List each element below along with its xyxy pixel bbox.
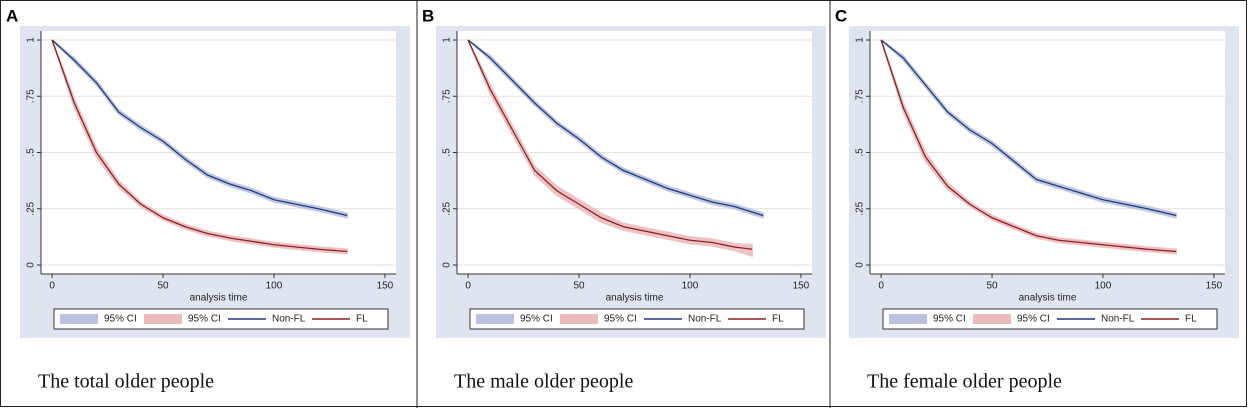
legend-swatch: [60, 314, 98, 324]
x-tick-label: 150: [377, 281, 394, 292]
y-tick-label: 1: [26, 37, 37, 43]
legend-label: FL: [356, 314, 368, 325]
x-axis-title: analysis time: [1019, 293, 1077, 304]
panel: C 0 .25 .5 .75 1 0 50 100 150 analysis time 95% CI 9…: [835, 6, 1239, 393]
survival-line: [51, 39, 348, 253]
x-tick-label: 0: [465, 281, 471, 292]
y-tick-label: 0: [855, 262, 866, 268]
x-tick-label: 100: [266, 281, 283, 292]
ci-band: [51, 39, 348, 255]
survival-line: [880, 39, 1177, 217]
panel-label: A: [6, 6, 18, 25]
y-tick-label: .75: [442, 89, 453, 103]
panel-label: C: [835, 6, 847, 25]
legend-label: FL: [772, 314, 784, 325]
survival-line: [467, 39, 753, 250]
y-tick-label: .25: [855, 201, 866, 215]
x-tick-label: 0: [878, 281, 884, 292]
x-axis-title: analysis time: [606, 293, 664, 304]
y-tick-label: 1: [442, 37, 453, 43]
legend-label: 95% CI: [104, 314, 137, 325]
legend-label: 95% CI: [188, 314, 221, 325]
x-axis-title: analysis time: [190, 293, 248, 304]
legend-label: 95% CI: [520, 314, 553, 325]
ci-band: [880, 39, 1177, 255]
legend-label: Non-FL: [1101, 314, 1135, 325]
legend-swatch: [560, 314, 598, 324]
x-tick-label: 50: [157, 281, 169, 292]
legend-label: 95% CI: [604, 314, 637, 325]
x-tick-label: 100: [682, 281, 699, 292]
legend-swatch: [889, 314, 927, 324]
y-tick-label: .5: [26, 148, 37, 157]
legend-label: FL: [1185, 314, 1197, 325]
ci-band: [467, 39, 764, 219]
y-tick-label: .25: [442, 201, 453, 215]
legend-label: Non-FL: [272, 314, 306, 325]
ci-band: [51, 39, 348, 219]
panel: B 0 .25 .5 .75 1 0 50 100 150 analysis time 95% CI 9…: [422, 6, 826, 393]
legend-label: 95% CI: [1017, 314, 1050, 325]
x-tick-label: 100: [1095, 281, 1112, 292]
x-tick-label: 150: [793, 281, 810, 292]
y-tick-label: 1: [855, 37, 866, 43]
y-tick-label: .25: [26, 201, 37, 215]
y-tick-label: 0: [26, 262, 37, 268]
legend-label: 95% CI: [933, 314, 966, 325]
x-tick-label: 0: [49, 281, 55, 292]
panel-caption: The male older people: [454, 371, 633, 393]
legend-swatch: [144, 314, 182, 324]
panel-caption: The total older people: [38, 371, 214, 393]
legend-box: [882, 308, 1218, 330]
legend-swatch: [476, 314, 514, 324]
x-tick-label: 50: [573, 281, 585, 292]
legend-swatch: [973, 314, 1011, 324]
ci-band: [880, 39, 1177, 219]
legend-box: [469, 308, 805, 330]
survival-line: [880, 39, 1177, 253]
ci-band: [467, 39, 753, 258]
y-tick-label: .75: [26, 89, 37, 103]
panel-caption: The female older people: [867, 371, 1062, 393]
y-tick-label: .5: [855, 148, 866, 157]
x-tick-label: 150: [1206, 281, 1223, 292]
panel-label: B: [422, 6, 434, 25]
legend-label: Non-FL: [688, 314, 722, 325]
y-tick-label: .75: [855, 89, 866, 103]
y-tick-label: 0: [442, 262, 453, 268]
panel: A 0 .25 .5 .75 1 0 50 100 150 analysis time 95% CI 9…: [6, 6, 410, 393]
x-tick-label: 50: [986, 281, 998, 292]
y-tick-label: .5: [442, 148, 453, 157]
survival-line: [51, 39, 348, 217]
legend-box: [53, 308, 389, 330]
survival-line: [467, 39, 764, 217]
